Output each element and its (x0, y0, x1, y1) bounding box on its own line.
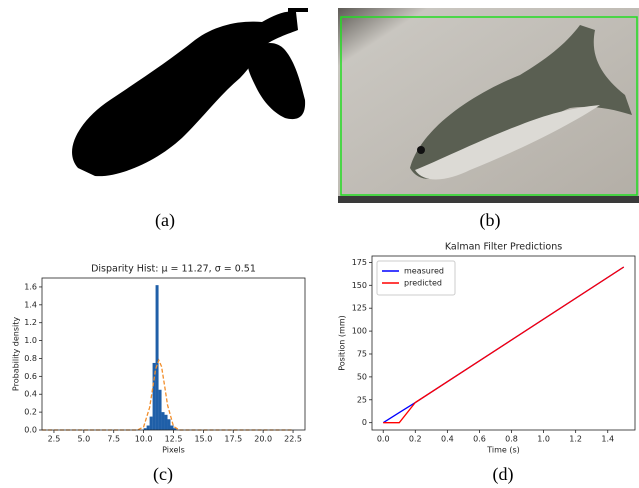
x-tick-label: 5.0 (77, 435, 90, 444)
y-tick-label: 0.4 (24, 390, 37, 399)
x-tick-label: 17.5 (224, 435, 242, 444)
y-tick-label: 25 (357, 395, 367, 404)
y-tick-label: 100 (352, 327, 367, 336)
y-tick-label: 0.2 (24, 408, 37, 417)
x-axis-label: Time (s) (486, 446, 520, 455)
bar (165, 415, 168, 430)
bar (168, 419, 171, 430)
y-tick-label: 1.4 (24, 300, 37, 309)
y-tick-label: 1.6 (24, 282, 37, 291)
y-tick-label: 175 (352, 258, 367, 267)
chart-title: Kalman Filter Predictions (445, 242, 562, 253)
y-tick-label: 1.2 (24, 318, 37, 327)
mask-image (72, 8, 308, 176)
x-tick-label: 7.5 (107, 435, 120, 444)
y-tick-label: 0.6 (24, 372, 37, 381)
panel-label: (b) (480, 210, 501, 231)
plot-frame (42, 278, 305, 430)
bar (150, 417, 153, 430)
y-axis-label: Probability density (12, 317, 21, 391)
x-tick-label: 0.8 (505, 435, 518, 444)
x-axis-label: Pixels (162, 446, 185, 455)
figure: (a) (b) (c) (d) 2.5 5.0 7.5 10.0 12.5 15.0 17.… (0, 0, 639, 488)
bar (156, 285, 159, 430)
x-tick-label: 1.2 (569, 435, 582, 444)
x-tick-label: 0.4 (441, 435, 454, 444)
bar (162, 412, 165, 430)
x-tick-label: 22.5 (284, 435, 302, 444)
bar (171, 426, 174, 430)
y-tick-label: 1.0 (24, 336, 37, 345)
bar (159, 390, 162, 430)
y-tick-label: 0.0 (24, 426, 37, 435)
x-tick-label: 0.2 (409, 435, 422, 444)
fish-photo (338, 8, 639, 203)
x-tick-label: 1.0 (537, 435, 550, 444)
x-tick-label: 20.0 (254, 435, 272, 444)
panel-label: (d) (493, 464, 514, 485)
y-tick-label: 125 (352, 304, 367, 313)
y-tick-label: 0 (362, 418, 367, 427)
x-tick-label: 12.5 (165, 435, 183, 444)
legend-label: predicted (404, 279, 442, 288)
x-tick-label: 2.5 (48, 435, 61, 444)
x-tick-label: 10.0 (135, 435, 153, 444)
x-tick-label: 0.6 (473, 435, 486, 444)
y-tick-label: 50 (357, 372, 367, 381)
bar (147, 426, 150, 430)
legend-label: measured (404, 267, 444, 276)
chart-title: Disparity Hist: μ = 11.27, σ = 0.51 (91, 264, 256, 275)
y-tick-label: 0.8 (24, 354, 37, 363)
y-axis-label: Position (mm) (338, 315, 347, 371)
y-tick-label: 150 (352, 281, 367, 290)
y-tick-label: 75 (357, 349, 367, 358)
x-tick-label: 1.4 (601, 435, 614, 444)
x-tick-label: 0.0 (377, 435, 390, 444)
x-tick-label: 15.0 (194, 435, 212, 444)
panel-label: (a) (155, 210, 175, 231)
panel-label: (c) (153, 464, 173, 485)
